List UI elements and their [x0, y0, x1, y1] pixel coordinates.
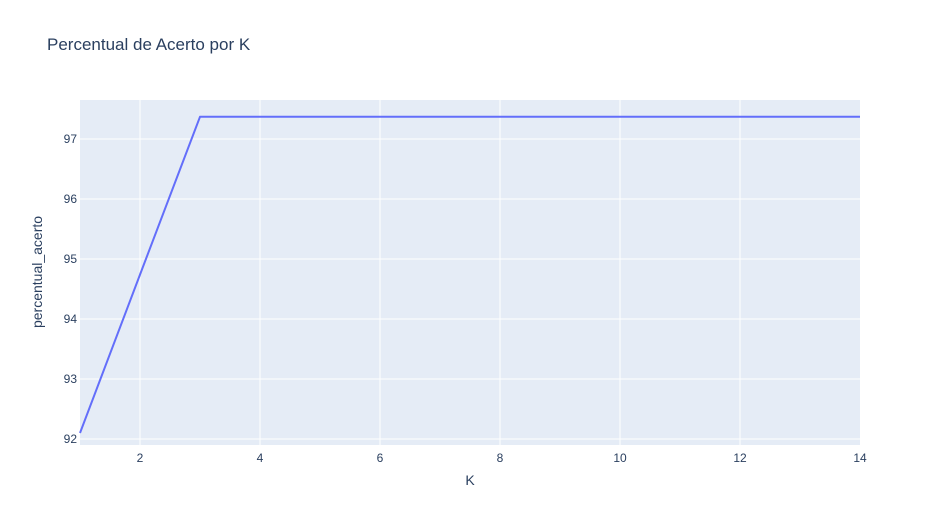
y-tick-label: 96 [64, 192, 78, 206]
y-tick-label: 92 [64, 432, 78, 446]
x-tick-label: 4 [257, 451, 264, 465]
plot-area [80, 100, 860, 445]
x-tick-label: 10 [613, 451, 627, 465]
y-tick-label: 93 [64, 372, 78, 386]
y-tick-label: 95 [64, 252, 78, 266]
x-tick-label: 8 [497, 451, 504, 465]
y-axis-title: percentual_acerto [29, 216, 45, 328]
x-axis-title: K [465, 472, 475, 488]
series-line [79, 115, 860, 434]
series-layer [79, 115, 860, 434]
x-tick-labels: 2 4 6 8 10 12 14 [137, 451, 867, 465]
y-tick-label: 97 [64, 132, 78, 146]
y-gridlines [80, 138, 860, 440]
x-tick-label: 14 [853, 451, 867, 465]
chart-title: Percentual de Acerto por K [47, 35, 251, 54]
x-tick-label: 2 [137, 451, 144, 465]
x-tick-label: 12 [733, 451, 747, 465]
x-tick-label: 6 [377, 451, 384, 465]
y-tick-label: 94 [64, 312, 78, 326]
x-gridlines [139, 100, 741, 445]
y-tick-labels: 92 93 94 95 96 97 [64, 132, 78, 446]
